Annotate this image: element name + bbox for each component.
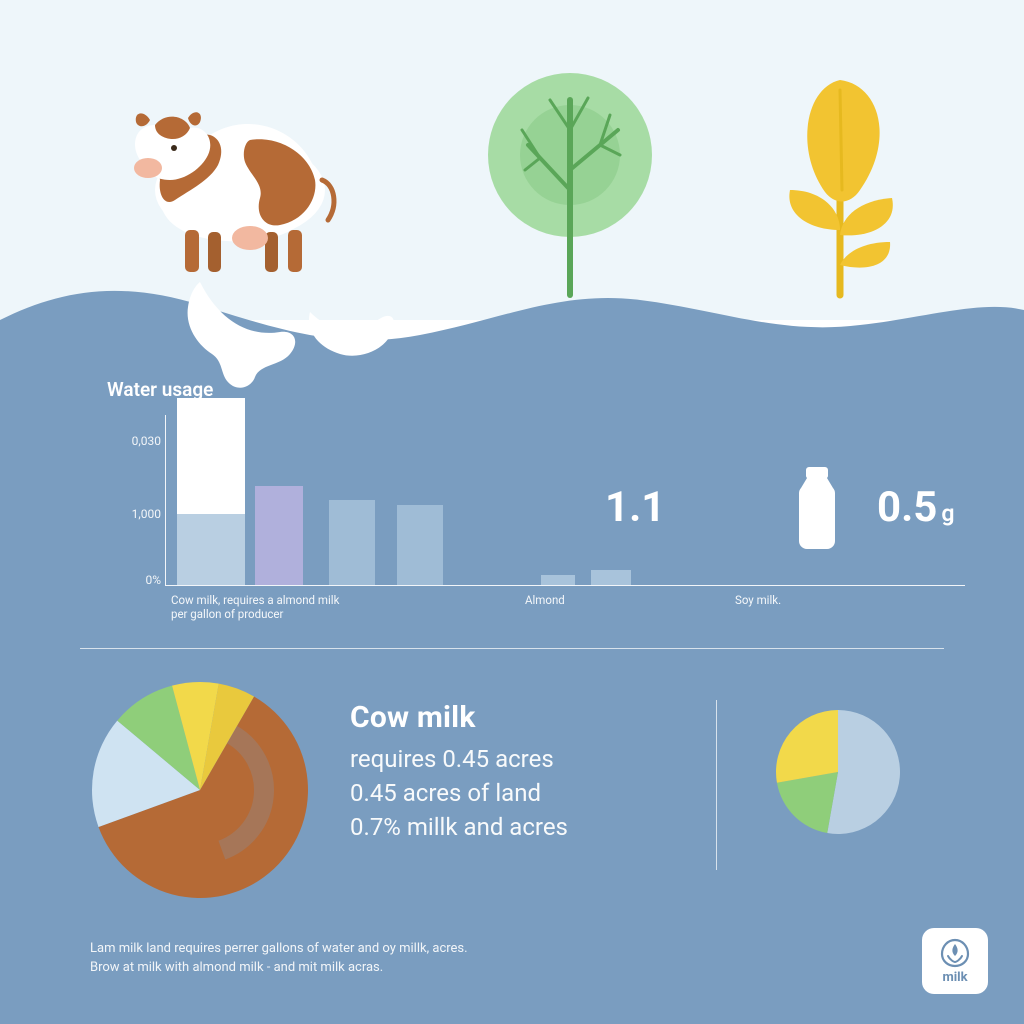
vertical-divider [716, 700, 717, 870]
x-axis-label: Cow milk, requires a almond milkper gall… [171, 593, 371, 622]
cow-milk-line: 0.45 acres of land [350, 779, 568, 807]
y-axis [165, 415, 166, 585]
milk-logo: milk [922, 928, 988, 994]
bar [397, 505, 443, 585]
bar [177, 398, 245, 585]
soy-plant-icon [740, 60, 940, 300]
footer-line: Brow at milk with almond milk - and mit … [90, 959, 468, 978]
x-axis [165, 585, 965, 586]
bar [255, 486, 303, 585]
cow-milk-line: 0.7% millk and acres [350, 813, 568, 841]
almond-tree-icon [470, 60, 670, 300]
x-axis-label: Almond [525, 593, 605, 607]
footer-line: Lam milk land requires perrer gallons of… [90, 940, 468, 959]
land-use-pie-small [773, 707, 903, 837]
y-tick-label: 0,030 [111, 434, 161, 448]
milk-logo-text: milk [942, 970, 967, 985]
milk-logo-icon [938, 938, 972, 968]
infographic-canvas: Water usage 0,0301,0000% Cow milk, requi… [0, 0, 1024, 1024]
land-use-pie-large [88, 678, 312, 902]
bar [541, 575, 575, 585]
icons-row [0, 60, 1024, 300]
bar [329, 500, 375, 585]
cow-icon [100, 80, 360, 280]
bar-overlay [177, 514, 245, 585]
cow-milk-line: requires 0.45 acres [350, 745, 568, 773]
cow-milk-text-block: Cow milk requires 0.45 acres 0.45 acres … [350, 700, 568, 847]
bar-chart: 0,0301,0000% Cow milk, requires a almond… [105, 415, 945, 615]
y-tick-label: 1,000 [111, 507, 161, 521]
y-tick-label: 0% [111, 573, 161, 587]
footer-text: Lam milk land requires perrer gallons of… [90, 940, 468, 978]
x-axis-label: Soy milk. [735, 593, 815, 607]
section-divider [80, 648, 944, 649]
big-number: 1.1 [605, 483, 665, 532]
milk-bottle-icon [795, 465, 839, 551]
cow-milk-heading: Cow milk [350, 700, 568, 735]
big-number: 0.5g [877, 483, 955, 532]
bar [591, 570, 631, 585]
